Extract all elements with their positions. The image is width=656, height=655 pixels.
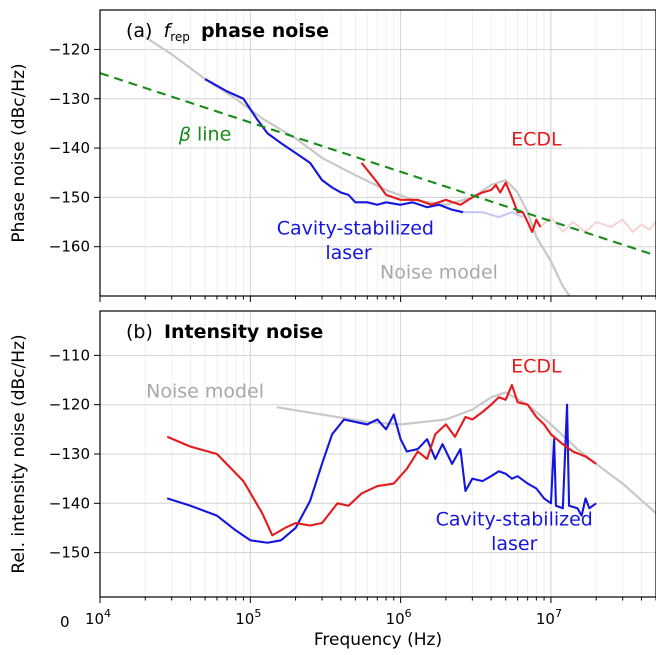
panel-a-series [100,36,656,296]
panel-b-grid [99,311,656,597]
panel-a-title-bold: phase noise [201,20,329,42]
x-tick-label: 105 [235,607,261,628]
panel-a: −120 −130 −140 −150 −160 (a) frep phase nois… [9,9,656,302]
y-tick-label: −130 [49,445,90,463]
panel-b-title: (b) Intensity noise [126,321,323,343]
y-tick-label: −140 [49,494,90,512]
annotation-ecdl: ECDL [511,129,562,151]
annotation--line: β line [178,124,231,146]
panel-a-border [99,9,656,297]
x-tick-label: 104 [85,607,111,628]
panel-a-title-symbol: f [164,20,174,42]
panel-b: 104 105 106 107 −110 −120 −130 −140 −150 (b) Int… [9,310,656,650]
panel-a-title: (a) frep phase noise [126,20,329,46]
series-noise-model [144,36,571,296]
panel-b-ylabel: Rel. intensity noise (dBc/Hz) [9,334,29,573]
annotation-cavity-stabilized: Cavity-stabilized [277,217,434,239]
y-tick-label: −130 [49,90,90,108]
x-tick-label: 106 [386,607,412,628]
panel-a-ylabel: Phase noise (dBc/Hz) [9,63,29,242]
y-tick-label: −160 [49,238,90,256]
y-tick-label: −140 [49,139,90,157]
annotation-noise-model: Noise model [380,262,498,284]
panel-a-title-prefix: (a) [126,20,152,42]
y-tick-label: −120 [49,396,90,414]
panel-b-series [166,383,656,544]
panel-a-grid [99,10,656,296]
panel-a-title-subscript: rep [170,30,190,44]
panel-a-annotations: β line ECDL Cavity-stabilized laser Noise mo… [178,124,562,284]
panel-b-xlabel: Frequency (Hz) [314,630,442,650]
series-cavity-stabilized [166,403,597,544]
y-tick-label: −110 [49,346,90,364]
y-tick-label: −150 [49,188,90,206]
series-cavity-stabilized-faded [460,211,524,219]
annotation-cavity-stabilized: Cavity-stabilized [436,509,593,531]
panel-b-ticks: 104 105 106 107 −110 −120 −130 −140 −150 [49,346,656,628]
annotation-ecdl: ECDL [511,356,562,378]
y-tick-label: −120 [49,40,90,58]
series-ecdl-faded [539,216,656,233]
x-tick-label: 107 [536,607,562,628]
annotation-laser: laser [325,242,372,264]
series-ecdl [360,162,542,233]
panel-b-title-bold: Intensity noise [164,321,323,343]
panel-a-ticks: −120 −130 −140 −150 −160 [49,40,656,302]
series-beta-line [100,72,656,257]
panel-b-title-prefix: (b) [126,321,153,343]
y-tick-label: −150 [49,544,90,562]
corner-tick-label: 0 [60,613,70,631]
series-ecdl [166,383,597,537]
panel-a-frame [100,10,656,296]
annotation-laser: laser [491,533,538,555]
annotation-noise-model: Noise model [146,380,264,402]
